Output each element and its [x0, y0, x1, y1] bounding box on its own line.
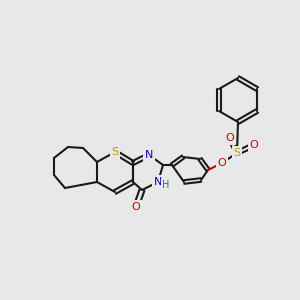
- Text: N: N: [145, 150, 153, 160]
- Text: O: O: [226, 133, 234, 143]
- Text: O: O: [132, 202, 140, 212]
- Text: H: H: [162, 180, 170, 190]
- Text: O: O: [218, 158, 226, 168]
- Text: S: S: [233, 148, 241, 158]
- Text: S: S: [111, 147, 118, 157]
- Text: N: N: [154, 177, 162, 187]
- Text: O: O: [250, 140, 258, 150]
